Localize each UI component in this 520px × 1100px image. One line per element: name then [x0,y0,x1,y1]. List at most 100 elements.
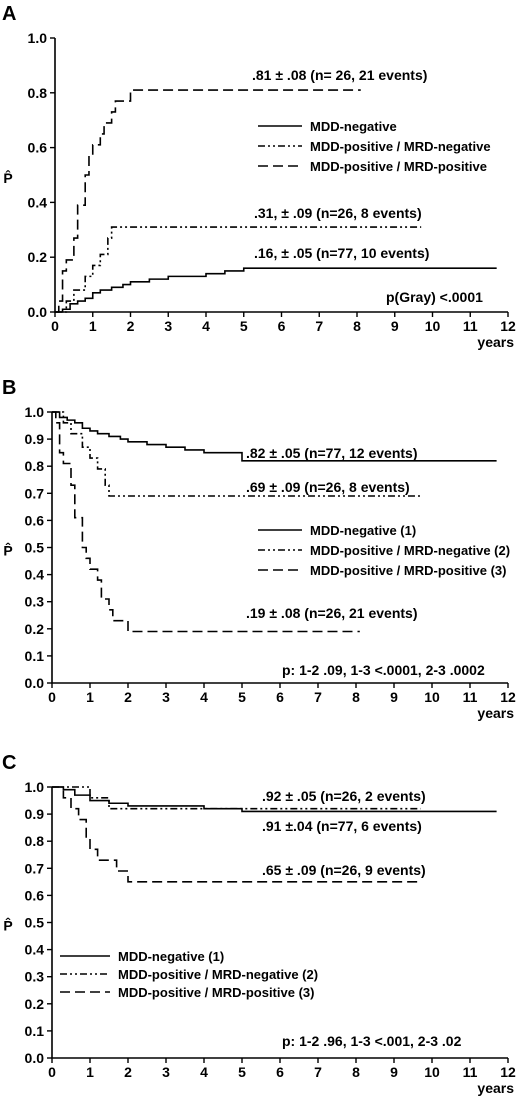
y-tick-label: 0.1 [25,648,45,664]
y-tick-label: 0.0 [25,675,45,691]
y-tick-label: 0.2 [28,249,48,265]
legend-label: MDD-negative (1) [118,949,224,964]
legend-label: MDD-positive / MRD-positive (3) [118,985,314,1000]
x-tick-label: 7 [315,318,323,334]
y-tick-label: 0.4 [28,194,48,210]
x-tick-label: 0 [51,318,59,334]
x-tick-label: 8 [353,318,361,334]
series-line-3 [52,411,360,633]
y-tick-label: 0.8 [25,458,45,474]
x-tick-label: 2 [127,318,135,334]
estimate-annotation: .81 ± .08 (n= 26, 21 events) [252,67,427,83]
x-tick-label: 7 [314,1064,322,1080]
x-tick-label: 12 [500,318,516,334]
x-tick-label: 10 [425,318,441,334]
x-tick-label: 4 [200,689,208,705]
legend-label: MDD-positive / MRD-negative (2) [118,967,318,982]
x-tick-label: 10 [424,1064,440,1080]
y-tick-label: 0.1 [25,1023,45,1039]
legend-label: MDD-positive / MRD-positive (3) [310,563,506,578]
y-tick-label: 0.6 [28,140,48,156]
y-tick-label: 0.4 [25,567,45,583]
y-tick-label: 0.7 [25,860,45,876]
y-tick-label: 0.3 [25,594,45,610]
y-axis-label: P̂ [3,541,12,558]
y-tick-label: 0.2 [25,621,45,637]
y-axis-label: P̂ [3,916,12,933]
x-tick-label: 5 [238,689,246,705]
estimate-annotation: .69 ± .09 (n=26, 8 events) [246,479,410,495]
p-value-label: p(Gray) <.0001 [386,289,483,305]
y-tick-label: 0.0 [28,304,48,320]
panel-letter: B [2,377,16,399]
y-tick-label: 0.8 [28,85,48,101]
legend-label: MDD-negative (1) [310,523,416,538]
y-tick-label: 0.9 [25,431,45,447]
legend-label: MDD-positive / MRD-negative [310,139,491,154]
legend-label: MDD-positive / MRD-negative (2) [310,543,510,558]
x-tick-label: 3 [162,689,170,705]
x-tick-label: 0 [48,689,56,705]
x-tick-label: 1 [89,318,97,334]
x-tick-label: 12 [500,1064,516,1080]
x-tick-label: 3 [164,318,172,334]
y-tick-label: 1.0 [25,779,45,795]
x-tick-label: 2 [124,1064,132,1080]
y-tick-label: 0.7 [25,485,45,501]
panel-a: A0.00.20.40.60.81.00 1 2 3 4 5 6 7 8 9 10 11 12years… [2,3,516,350]
y-tick-label: 0.6 [25,887,45,903]
y-tick-label: 0.6 [25,512,45,528]
estimate-annotation: .19 ± .08 (n=26, 21 events) [246,605,418,621]
x-tick-label: 4 [200,1064,208,1080]
x-tick-label: 11 [463,689,478,705]
y-tick-label: 0.4 [25,942,45,958]
x-tick-label: 0 [48,1064,56,1080]
panel-letter: C [2,752,16,774]
series-line-3 [55,89,361,313]
x-tick-label: 9 [390,1064,398,1080]
y-tick-label: 0.3 [25,969,45,985]
estimate-annotation: .16, ± .05 (n=77, 10 events) [254,245,429,261]
x-tick-label: 9 [390,689,398,705]
x-tick-label: 6 [276,689,284,705]
x-tick-label: 6 [276,1064,284,1080]
series-line-2 [55,226,422,313]
estimate-annotation: .82 ± .05 (n=77, 12 events) [246,445,418,461]
x-tick-label: 11 [463,318,478,334]
x-axis-label: years [477,334,514,350]
x-tick-label: 5 [238,1064,246,1080]
legend-label: MDD-negative [310,119,397,134]
x-tick-label: 2 [124,689,132,705]
panel-b: B0.00.10.20.30.40.50.60.70.80.91.00 1 2 3 4 5… [2,377,516,721]
estimate-annotation: .92 ± .05 (n=26, 2 events) [262,788,426,804]
x-tick-label: 10 [424,689,440,705]
x-tick-label: 6 [278,318,286,334]
p-value-label: p: 1-2 .96, 1-3 <.001, 2-3 .02 [282,1033,462,1049]
y-tick-label: 1.0 [25,404,45,420]
x-tick-label: 3 [162,1064,170,1080]
y-tick-label: 0.9 [25,806,45,822]
series-line-2 [52,411,421,497]
series-line-1 [55,267,497,313]
series-line-2 [52,786,421,810]
x-tick-label: 8 [352,689,360,705]
y-tick-label: 0.2 [25,996,45,1012]
x-tick-label: 7 [314,689,322,705]
x-tick-label: 11 [463,1064,478,1080]
x-tick-label: 9 [391,318,399,334]
x-tick-label: 1 [86,1064,94,1080]
x-tick-label: 5 [240,318,248,334]
y-tick-label: 0.5 [25,915,45,931]
x-tick-label: 1 [86,689,94,705]
x-tick-label: 12 [500,689,516,705]
series-line-1 [52,411,497,462]
y-tick-label: 0.0 [25,1050,45,1066]
x-axis-label: years [477,1080,514,1096]
x-axis-label: years [477,705,514,721]
y-axis-label: P̂ [3,169,12,186]
x-tick-label: 4 [202,318,210,334]
estimate-annotation: .31, ± .09 (n=26, 8 events) [254,205,422,221]
legend-label: MDD-positive / MRD-positive [310,159,487,174]
panel-c: C0.00.10.20.30.40.50.60.70.80.91.00 1 2 3 4 5… [2,752,516,1096]
